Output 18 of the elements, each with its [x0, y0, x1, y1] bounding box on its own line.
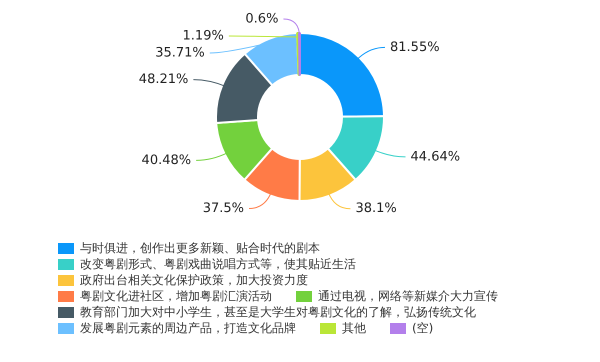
- data-label: 40.48%: [142, 152, 192, 168]
- data-label: 1.19%: [182, 28, 224, 44]
- legend-label: 教育部门加大对中小学生，甚至是大学生对粤剧文化的了解，弘扬传统文化: [80, 304, 476, 320]
- data-label: 48.21%: [138, 72, 188, 88]
- legend-label: 通过电视，网络等新媒介大力宣传: [318, 288, 498, 304]
- legend-label: 其他: [342, 320, 366, 336]
- legend-label: (空): [412, 320, 434, 336]
- legend-label: 与时俱进，创作出更多新颖、贴合时代的剧本: [80, 240, 320, 256]
- legend-label: 政府出台相关文化保护政策，加大投资力度: [80, 272, 308, 288]
- legend-label: 粤剧文化进社区，增加粤剧汇演活动: [80, 288, 272, 304]
- data-label: 81.55%: [390, 40, 440, 55]
- legend-label: 改变粤剧形式、粤剧戏曲说唱方式等，使其贴近生活: [80, 256, 356, 272]
- data-label: 44.64%: [410, 149, 460, 164]
- data-label: 37.5%: [202, 200, 244, 216]
- data-label: 38.1%: [355, 201, 397, 216]
- legend-label: 发展粤剧元素的周边产品，打造文化品牌: [80, 320, 296, 336]
- data-label: 0.6%: [245, 11, 278, 26]
- data-label: 35.71%: [155, 45, 205, 60]
